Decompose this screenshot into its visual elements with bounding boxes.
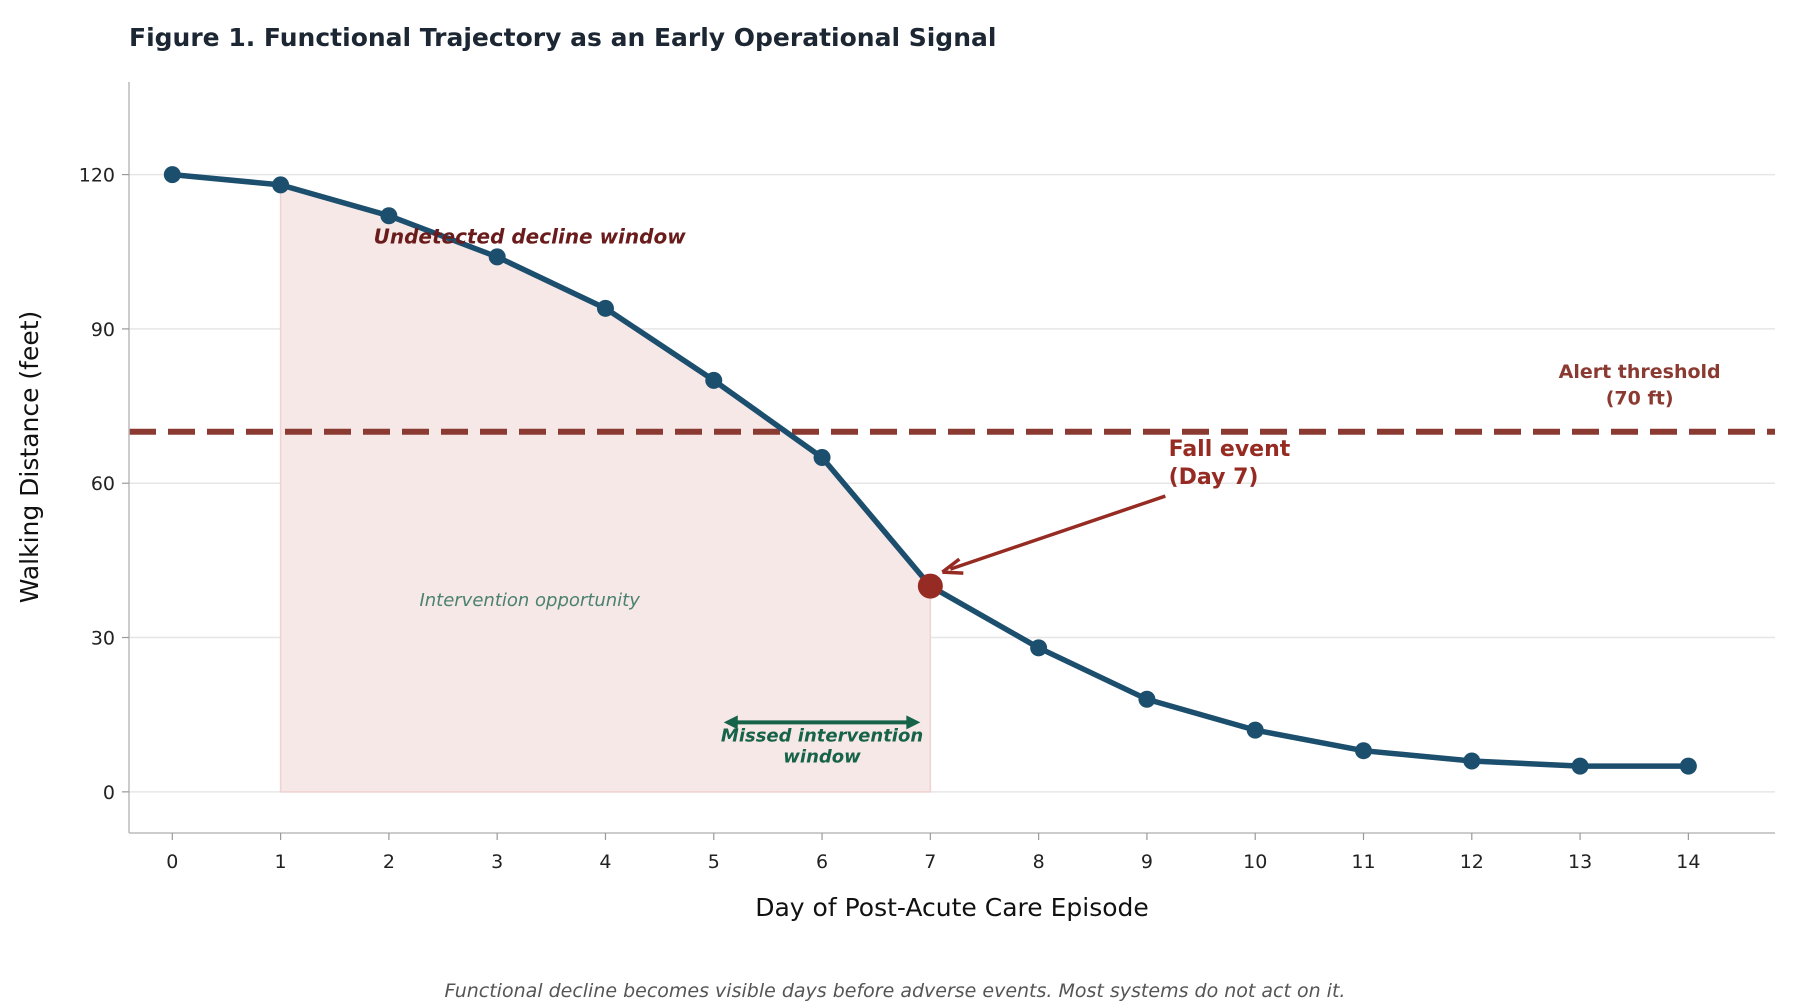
fall-arrow-shaft bbox=[949, 494, 1166, 571]
data-point bbox=[163, 166, 181, 184]
missed-window-label-line1: Missed intervention bbox=[721, 725, 923, 746]
axes bbox=[128, 82, 1775, 834]
data-point bbox=[1679, 757, 1697, 775]
x-tick-label: 1 bbox=[275, 851, 287, 873]
x-tick-label: 8 bbox=[1033, 851, 1045, 873]
data-point bbox=[813, 449, 831, 466]
x-tick-label: 3 bbox=[491, 851, 503, 873]
fall-event-label-line1: Fall event bbox=[1169, 437, 1291, 462]
data-point bbox=[488, 248, 506, 266]
data-point bbox=[1463, 752, 1481, 770]
data-point bbox=[272, 176, 290, 194]
caption: Functional decline becomes visible days … bbox=[445, 980, 1346, 1002]
x-tick-label: 5 bbox=[708, 851, 720, 873]
arrow-head-left-icon bbox=[723, 715, 738, 730]
data-point bbox=[1571, 757, 1589, 775]
x-tick-label: 2 bbox=[383, 851, 395, 873]
intervention-opportunity-label: Intervention opportunity bbox=[419, 590, 640, 611]
threshold-label-line2: (70 ft) bbox=[1606, 388, 1674, 410]
data-point bbox=[1138, 690, 1156, 708]
x-tick-label: 4 bbox=[599, 851, 611, 873]
x-axis-label: Day of Post-Acute Care Episode bbox=[755, 893, 1149, 922]
data-point bbox=[380, 207, 398, 225]
fall-event-point bbox=[917, 573, 943, 599]
missed-window-label-line2: window bbox=[783, 746, 861, 767]
y-tick-label: 0 bbox=[103, 782, 115, 804]
x-tick-label: 7 bbox=[924, 851, 936, 873]
arrow-head-icon bbox=[941, 557, 964, 575]
x-tick-label: 14 bbox=[1676, 851, 1700, 873]
undetected-decline-label: Undetected decline window bbox=[374, 224, 687, 248]
threshold-label-line1: Alert threshold bbox=[1559, 361, 1721, 383]
fall-event-label-line2: (Day 7) bbox=[1169, 465, 1259, 490]
y-tick-label: 120 bbox=[79, 165, 115, 187]
x-tick-label: 11 bbox=[1351, 851, 1375, 873]
data-point bbox=[1355, 742, 1372, 760]
y-tick-label: 30 bbox=[91, 628, 115, 650]
fall-event-arrow bbox=[941, 494, 1166, 575]
x-tick-label: 13 bbox=[1568, 851, 1592, 873]
y-axis-label: Walking Distance (feet) bbox=[15, 311, 44, 604]
arrow-head-right-icon bbox=[906, 715, 921, 730]
y-tick-label: 90 bbox=[91, 319, 115, 341]
data-point bbox=[1246, 721, 1264, 739]
data-point bbox=[705, 371, 723, 389]
data-point bbox=[1030, 639, 1048, 657]
data-points bbox=[163, 166, 1697, 775]
shaded-region bbox=[279, 183, 932, 793]
y-tick-label: 60 bbox=[91, 473, 115, 495]
x-tick-label: 0 bbox=[166, 851, 178, 873]
missed-window-arrow bbox=[723, 715, 921, 730]
x-tick-label: 10 bbox=[1243, 851, 1267, 873]
x-tick-label: 12 bbox=[1460, 851, 1484, 873]
x-tick-label: 9 bbox=[1141, 851, 1153, 873]
x-tick-label: 6 bbox=[816, 851, 828, 873]
data-point bbox=[596, 299, 614, 317]
chart-title: Figure 1. Functional Trajectory as an Ea… bbox=[129, 23, 996, 52]
